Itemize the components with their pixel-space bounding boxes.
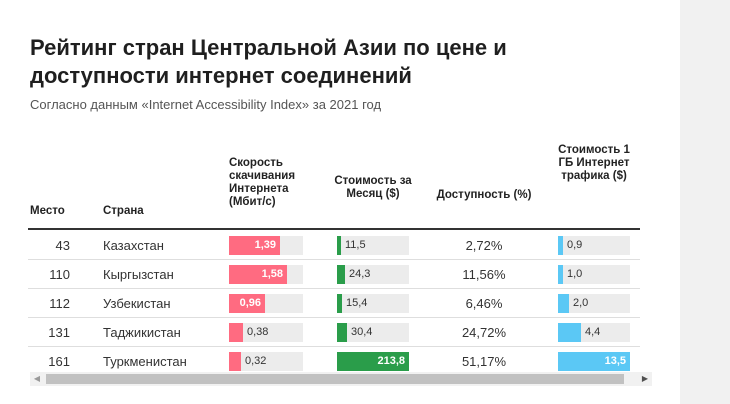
gb-cost-label: 0,9 <box>567 239 583 251</box>
header-speed: Скорость скачивания Интернета (Мбит/с) <box>229 157 296 208</box>
monthly-cost-bar <box>337 236 341 255</box>
row-divider <box>28 288 640 289</box>
rank-cell: 131 <box>48 325 70 340</box>
gb-cost-bar <box>558 323 581 342</box>
monthly-cost-track: 24,3 <box>337 265 409 284</box>
speed-bar <box>229 294 265 313</box>
affordability-cell: 6,46% <box>465 296 503 311</box>
monthly-cost-label: 15,4 <box>346 297 368 309</box>
chart-subtitle: Согласно данным «Internet Accessibility … <box>30 97 382 112</box>
row-divider <box>28 346 640 347</box>
affordability-cell: 24,72% <box>461 325 507 340</box>
gb-cost-track: 1,0 <box>558 265 630 284</box>
country-cell: Туркменистан <box>103 354 187 369</box>
row-divider <box>28 317 640 318</box>
speed-bar <box>229 236 280 255</box>
monthly-cost-track: 213,8 <box>337 352 409 371</box>
gb-cost-track: 0,9 <box>558 236 630 255</box>
gb-cost-bar <box>558 294 569 313</box>
gb-cost-track: 2,0 <box>558 294 630 313</box>
header-gb-cost: Стоимость 1 ГБ Интернет трафика ($) <box>558 144 630 182</box>
monthly-cost-track: 11,5 <box>337 236 409 255</box>
speed-track: 0,32 <box>229 352 303 371</box>
speed-label: 0,38 <box>247 326 269 338</box>
horizontal-scrollbar[interactable]: ◀ ▶ <box>30 372 652 386</box>
gb-cost-track: 13,5 <box>558 352 630 371</box>
rank-cell: 161 <box>48 354 70 369</box>
speed-label: 0,32 <box>245 355 267 367</box>
country-cell: Казахстан <box>103 238 164 253</box>
gb-cost-bar <box>558 352 630 371</box>
header-divider <box>28 228 640 230</box>
speed-bar <box>229 352 241 371</box>
scroll-right-icon[interactable]: ▶ <box>641 374 649 383</box>
affordability-cell: 2,72% <box>465 238 503 253</box>
monthly-cost-track: 30,4 <box>337 323 409 342</box>
gb-cost-label: 2,0 <box>573 297 589 309</box>
monthly-cost-label: 24,3 <box>349 268 371 280</box>
gb-cost-label: 13,5 <box>604 355 626 367</box>
rank-cell: 110 <box>49 267 70 282</box>
speed-track: 1,39 <box>229 236 303 255</box>
monthly-cost-bar <box>337 352 409 371</box>
monthly-cost-label: 11,5 <box>345 239 366 251</box>
chart-title: Рейтинг стран Центральной Азии по цене и… <box>30 35 507 88</box>
right-side-panel <box>680 0 730 404</box>
monthly-cost-bar <box>337 294 342 313</box>
speed-track: 0,38 <box>229 323 303 342</box>
gb-cost-bar <box>558 236 563 255</box>
country-cell: Таджикистан <box>103 325 181 340</box>
gb-cost-label: 4,4 <box>585 326 601 338</box>
header-affordability: Доступность (%) <box>436 189 532 201</box>
gb-cost-label: 1,0 <box>567 268 583 280</box>
scroll-left-icon[interactable]: ◀ <box>33 374 41 383</box>
speed-track: 0,96 <box>229 294 303 313</box>
monthly-cost-track: 15,4 <box>337 294 409 313</box>
affordability-cell: 51,17% <box>461 354 507 369</box>
speed-track: 1,58 <box>229 265 303 284</box>
header-monthly-cost: Стоимость за Месяц ($) <box>334 175 412 200</box>
affordability-cell: 11,56% <box>462 267 506 282</box>
monthly-cost-bar <box>337 265 345 284</box>
row-divider <box>28 259 640 260</box>
monthly-cost-label: 30,4 <box>351 326 373 338</box>
header-country: Страна <box>103 205 144 217</box>
gb-cost-track: 4,4 <box>558 323 630 342</box>
speed-label: 0,96 <box>239 297 261 309</box>
rank-cell: 43 <box>55 238 70 253</box>
rank-cell: 112 <box>49 296 70 311</box>
speed-bar <box>229 265 287 284</box>
scrollbar-thumb[interactable] <box>46 374 624 384</box>
monthly-cost-bar <box>337 323 347 342</box>
monthly-cost-label: 213,8 <box>377 355 405 367</box>
speed-label: 1,39 <box>254 239 276 251</box>
country-cell: Кыргызстан <box>103 267 174 282</box>
country-cell: Узбекистан <box>103 296 171 311</box>
gb-cost-bar <box>558 265 563 284</box>
speed-bar <box>229 323 243 342</box>
speed-label: 1,58 <box>261 268 283 280</box>
header-rank: Место <box>30 205 65 217</box>
